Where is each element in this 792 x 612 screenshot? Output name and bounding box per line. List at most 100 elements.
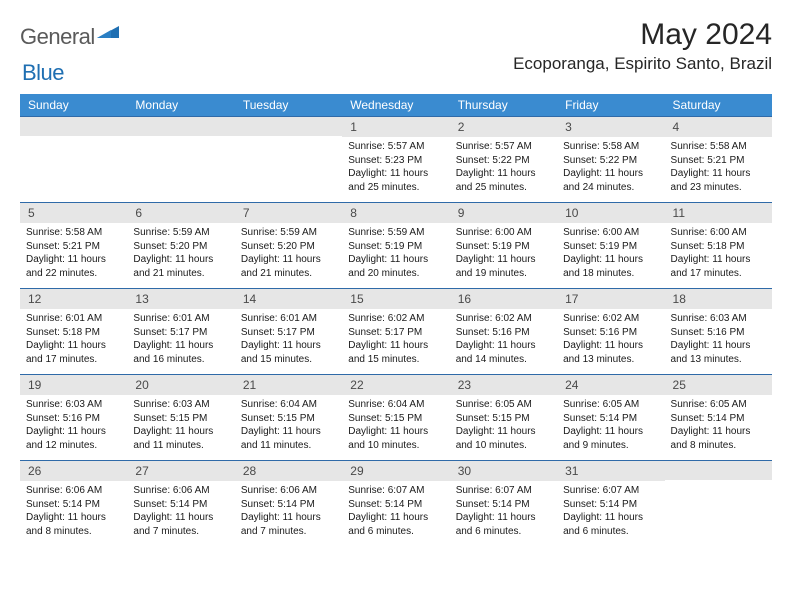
day-details: Sunrise: 6:01 AMSunset: 5:17 PMDaylight:… — [235, 309, 342, 372]
calendar-day-cell: 15Sunrise: 6:02 AMSunset: 5:17 PMDayligh… — [342, 288, 449, 374]
day-number: 17 — [557, 288, 664, 309]
calendar-day-cell: 13Sunrise: 6:01 AMSunset: 5:17 PMDayligh… — [127, 288, 234, 374]
day-number — [20, 116, 127, 136]
weekday-header: Thursday — [450, 94, 557, 116]
day-number: 4 — [665, 116, 772, 137]
calendar-day-cell: 24Sunrise: 6:05 AMSunset: 5:14 PMDayligh… — [557, 374, 664, 460]
day-details: Sunrise: 6:03 AMSunset: 5:16 PMDaylight:… — [20, 395, 127, 458]
day-number: 26 — [20, 460, 127, 481]
day-number: 1 — [342, 116, 449, 137]
day-number: 19 — [20, 374, 127, 395]
weekday-header: Tuesday — [235, 94, 342, 116]
weekday-header-row: SundayMondayTuesdayWednesdayThursdayFrid… — [20, 94, 772, 116]
calendar-table: SundayMondayTuesdayWednesdayThursdayFrid… — [20, 94, 772, 546]
day-number: 22 — [342, 374, 449, 395]
calendar-day-cell: 20Sunrise: 6:03 AMSunset: 5:15 PMDayligh… — [127, 374, 234, 460]
calendar-day-cell: 22Sunrise: 6:04 AMSunset: 5:15 PMDayligh… — [342, 374, 449, 460]
day-number: 13 — [127, 288, 234, 309]
day-details: Sunrise: 6:00 AMSunset: 5:19 PMDaylight:… — [450, 223, 557, 286]
calendar-day-cell: 29Sunrise: 6:07 AMSunset: 5:14 PMDayligh… — [342, 460, 449, 546]
day-details: Sunrise: 6:05 AMSunset: 5:14 PMDaylight:… — [665, 395, 772, 458]
day-number: 2 — [450, 116, 557, 137]
calendar-day-cell: 31Sunrise: 6:07 AMSunset: 5:14 PMDayligh… — [557, 460, 664, 546]
day-details: Sunrise: 5:58 AMSunset: 5:21 PMDaylight:… — [665, 137, 772, 200]
day-details: Sunrise: 6:05 AMSunset: 5:15 PMDaylight:… — [450, 395, 557, 458]
day-details: Sunrise: 5:59 AMSunset: 5:20 PMDaylight:… — [127, 223, 234, 286]
day-number: 18 — [665, 288, 772, 309]
month-year: May 2024 — [513, 18, 772, 52]
logo-text-general: General — [20, 24, 95, 50]
calendar-day-cell: 4Sunrise: 5:58 AMSunset: 5:21 PMDaylight… — [665, 116, 772, 202]
day-details: Sunrise: 6:06 AMSunset: 5:14 PMDaylight:… — [235, 481, 342, 544]
calendar-day-cell: 5Sunrise: 5:58 AMSunset: 5:21 PMDaylight… — [20, 202, 127, 288]
day-number: 20 — [127, 374, 234, 395]
logo-text-blue: Blue — [22, 60, 64, 85]
day-details: Sunrise: 5:59 AMSunset: 5:20 PMDaylight:… — [235, 223, 342, 286]
day-number: 28 — [235, 460, 342, 481]
day-number: 3 — [557, 116, 664, 137]
day-number: 27 — [127, 460, 234, 481]
day-details: Sunrise: 6:06 AMSunset: 5:14 PMDaylight:… — [127, 481, 234, 544]
calendar-day-cell: 18Sunrise: 6:03 AMSunset: 5:16 PMDayligh… — [665, 288, 772, 374]
calendar-day-cell — [235, 116, 342, 202]
calendar-week-row: 5Sunrise: 5:58 AMSunset: 5:21 PMDaylight… — [20, 202, 772, 288]
day-number: 31 — [557, 460, 664, 481]
day-number: 21 — [235, 374, 342, 395]
calendar-day-cell: 21Sunrise: 6:04 AMSunset: 5:15 PMDayligh… — [235, 374, 342, 460]
day-number: 30 — [450, 460, 557, 481]
day-details: Sunrise: 5:57 AMSunset: 5:22 PMDaylight:… — [450, 137, 557, 200]
calendar-week-row: 12Sunrise: 6:01 AMSunset: 5:18 PMDayligh… — [20, 288, 772, 374]
calendar-week-row: 1Sunrise: 5:57 AMSunset: 5:23 PMDaylight… — [20, 116, 772, 202]
day-number: 8 — [342, 202, 449, 223]
weekday-header: Sunday — [20, 94, 127, 116]
day-details: Sunrise: 5:58 AMSunset: 5:21 PMDaylight:… — [20, 223, 127, 286]
calendar-day-cell: 27Sunrise: 6:06 AMSunset: 5:14 PMDayligh… — [127, 460, 234, 546]
weekday-header: Friday — [557, 94, 664, 116]
day-details: Sunrise: 6:07 AMSunset: 5:14 PMDaylight:… — [450, 481, 557, 544]
location: Ecoporanga, Espirito Santo, Brazil — [513, 54, 772, 74]
logo-triangle-icon — [97, 22, 119, 41]
day-details: Sunrise: 6:02 AMSunset: 5:17 PMDaylight:… — [342, 309, 449, 372]
calendar-day-cell: 10Sunrise: 6:00 AMSunset: 5:19 PMDayligh… — [557, 202, 664, 288]
weekday-header: Saturday — [665, 94, 772, 116]
day-details: Sunrise: 6:07 AMSunset: 5:14 PMDaylight:… — [557, 481, 664, 544]
day-number: 24 — [557, 374, 664, 395]
day-details: Sunrise: 5:58 AMSunset: 5:22 PMDaylight:… — [557, 137, 664, 200]
day-details: Sunrise: 6:02 AMSunset: 5:16 PMDaylight:… — [557, 309, 664, 372]
calendar-day-cell: 7Sunrise: 5:59 AMSunset: 5:20 PMDaylight… — [235, 202, 342, 288]
calendar-day-cell: 11Sunrise: 6:00 AMSunset: 5:18 PMDayligh… — [665, 202, 772, 288]
day-details: Sunrise: 6:01 AMSunset: 5:17 PMDaylight:… — [127, 309, 234, 372]
day-number: 5 — [20, 202, 127, 223]
calendar-day-cell: 30Sunrise: 6:07 AMSunset: 5:14 PMDayligh… — [450, 460, 557, 546]
weekday-header: Monday — [127, 94, 234, 116]
day-number: 16 — [450, 288, 557, 309]
calendar-day-cell — [20, 116, 127, 202]
calendar-day-cell: 2Sunrise: 5:57 AMSunset: 5:22 PMDaylight… — [450, 116, 557, 202]
calendar-day-cell: 25Sunrise: 6:05 AMSunset: 5:14 PMDayligh… — [665, 374, 772, 460]
day-number: 7 — [235, 202, 342, 223]
day-number: 9 — [450, 202, 557, 223]
day-number: 12 — [20, 288, 127, 309]
calendar-day-cell: 8Sunrise: 5:59 AMSunset: 5:19 PMDaylight… — [342, 202, 449, 288]
day-details: Sunrise: 5:59 AMSunset: 5:19 PMDaylight:… — [342, 223, 449, 286]
day-number — [235, 116, 342, 136]
calendar-week-row: 19Sunrise: 6:03 AMSunset: 5:16 PMDayligh… — [20, 374, 772, 460]
day-number: 25 — [665, 374, 772, 395]
day-number — [665, 460, 772, 480]
day-details: Sunrise: 6:04 AMSunset: 5:15 PMDaylight:… — [342, 395, 449, 458]
calendar-day-cell: 19Sunrise: 6:03 AMSunset: 5:16 PMDayligh… — [20, 374, 127, 460]
title-block: May 2024 Ecoporanga, Espirito Santo, Bra… — [513, 18, 772, 74]
calendar-day-cell: 6Sunrise: 5:59 AMSunset: 5:20 PMDaylight… — [127, 202, 234, 288]
day-details: Sunrise: 6:05 AMSunset: 5:14 PMDaylight:… — [557, 395, 664, 458]
calendar-week-row: 26Sunrise: 6:06 AMSunset: 5:14 PMDayligh… — [20, 460, 772, 546]
calendar-day-cell: 17Sunrise: 6:02 AMSunset: 5:16 PMDayligh… — [557, 288, 664, 374]
day-details: Sunrise: 6:01 AMSunset: 5:18 PMDaylight:… — [20, 309, 127, 372]
calendar-day-cell: 12Sunrise: 6:01 AMSunset: 5:18 PMDayligh… — [20, 288, 127, 374]
logo: General — [20, 24, 119, 50]
calendar-day-cell: 26Sunrise: 6:06 AMSunset: 5:14 PMDayligh… — [20, 460, 127, 546]
day-number: 6 — [127, 202, 234, 223]
day-details: Sunrise: 6:02 AMSunset: 5:16 PMDaylight:… — [450, 309, 557, 372]
day-details: Sunrise: 6:03 AMSunset: 5:16 PMDaylight:… — [665, 309, 772, 372]
day-number: 29 — [342, 460, 449, 481]
day-details: Sunrise: 6:07 AMSunset: 5:14 PMDaylight:… — [342, 481, 449, 544]
